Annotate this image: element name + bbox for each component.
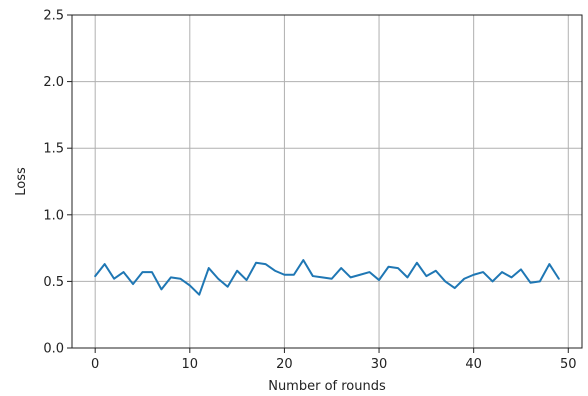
loss-data-point <box>378 279 380 281</box>
loss-data-point <box>359 274 361 276</box>
loss-data-point <box>236 270 238 272</box>
loss-data-point <box>511 276 513 278</box>
y-tick-label: 2.0 <box>43 75 64 90</box>
loss-data-point <box>227 286 229 288</box>
loss-data-point <box>293 274 295 276</box>
loss-data-point <box>160 288 162 290</box>
loss-data-point <box>435 270 437 272</box>
loss-data-point <box>369 271 371 273</box>
y-tick-label: 0.0 <box>43 342 64 357</box>
loss-data-point <box>141 271 143 273</box>
loss-data-point <box>388 266 390 268</box>
loss-data-point <box>94 275 96 277</box>
loss-data-point <box>198 294 200 296</box>
x-tick-label: 50 <box>560 357 577 372</box>
tick-marks <box>67 14 569 353</box>
loss-data-point <box>454 287 456 289</box>
loss-data-point <box>520 268 522 270</box>
loss-data-point <box>416 262 418 264</box>
loss-data-point <box>132 283 134 285</box>
loss-data-point <box>302 259 304 261</box>
plot-frame <box>71 14 583 349</box>
loss-data-point <box>151 271 153 273</box>
x-axis-label: Number of rounds <box>268 379 386 394</box>
y-tick-label: 2.5 <box>43 9 64 24</box>
series-layer <box>94 259 560 296</box>
loss-data-point <box>340 267 342 269</box>
y-tick-label: 0.5 <box>43 275 64 290</box>
loss-data-point <box>548 263 550 265</box>
loss-data-point <box>189 284 191 286</box>
loss-data-point <box>350 276 352 278</box>
loss-data-point <box>283 274 285 276</box>
loss-data-point <box>406 276 408 278</box>
x-tick-label: 10 <box>182 357 199 372</box>
loss-data-point <box>113 278 115 280</box>
loss-data-point <box>397 267 399 269</box>
loss-data-point <box>217 278 219 280</box>
loss-data-point <box>179 278 181 280</box>
x-tick-label: 40 <box>465 357 482 372</box>
loss-data-point <box>274 270 276 272</box>
loss-data-point <box>123 271 125 273</box>
loss-data-point <box>501 271 503 273</box>
loss-data-point <box>558 278 560 280</box>
loss-data-point <box>539 280 541 282</box>
loss-data-point <box>529 282 531 284</box>
loss-data-point <box>312 275 314 277</box>
loss-data-point <box>331 278 333 280</box>
loss-series-line <box>94 259 560 296</box>
x-tick-label: 0 <box>91 357 99 372</box>
x-tick-label: 20 <box>276 357 293 372</box>
y-tick-label: 1.5 <box>43 142 64 157</box>
loss-data-point <box>246 279 248 281</box>
loss-data-point <box>482 271 484 273</box>
loss-data-point <box>321 276 323 278</box>
loss-data-point <box>473 274 475 276</box>
loss-data-point <box>170 276 172 278</box>
x-tick-label: 30 <box>371 357 388 372</box>
y-tick-label: 1.0 <box>43 208 64 223</box>
loss-data-point <box>255 262 257 264</box>
loss-data-point <box>444 280 446 282</box>
y-axis-label: Loss <box>14 167 29 196</box>
loss-data-point <box>265 263 267 265</box>
loss-data-point <box>425 275 427 277</box>
loss-data-point <box>104 263 106 265</box>
tick-labels: 0 10 20 30 40 50 0.0 0.5 1.0 1.5 2.0 2.5 <box>43 9 576 373</box>
loss-data-point <box>208 267 210 269</box>
loss-data-point <box>492 280 494 282</box>
grid-lines <box>72 14 582 349</box>
loss-data-point <box>463 278 465 280</box>
